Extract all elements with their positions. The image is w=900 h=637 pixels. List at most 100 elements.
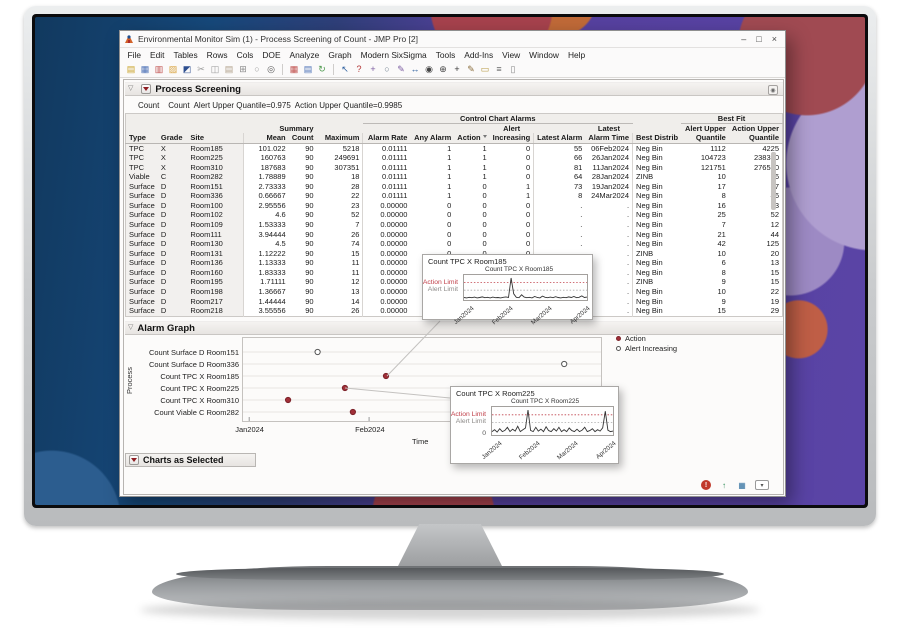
column-header-best-distrib[interactable]: Best Distrib bbox=[632, 133, 682, 144]
brush-tool-icon[interactable]: ✎ bbox=[397, 64, 405, 74]
table-cell: 42 bbox=[717, 239, 726, 249]
help-tool-icon[interactable]: ? bbox=[356, 64, 362, 74]
column-header-quantile[interactable]: Quantile bbox=[681, 133, 729, 144]
column-header-alarm-rate[interactable]: Alarm Rate bbox=[362, 133, 411, 144]
table-cell: Room131 bbox=[187, 248, 244, 259]
table-row[interactable]: Surface D Room109 1.53333 90 7 0.00000 0 0 0.. Neg… bbox=[125, 220, 783, 230]
data-table-indicator-icon[interactable]: ▦ bbox=[738, 480, 746, 490]
disclosure-triangle-icon[interactable]: ▽ bbox=[128, 324, 134, 331]
table-row[interactable]: Surface D Room111 3.94444 90 26 0.00000 0 0 0.. Ne… bbox=[125, 229, 783, 240]
cut-icon[interactable]: ✂ bbox=[197, 64, 205, 74]
scroll-to-top-icon[interactable]: ↑ bbox=[722, 480, 726, 490]
copy-icon[interactable]: ◫ bbox=[210, 64, 220, 74]
column-header-action[interactable]: Action bbox=[454, 133, 490, 144]
table-cell: Neg Bin bbox=[632, 229, 682, 240]
menu-item-cols[interactable]: Cols bbox=[236, 49, 254, 60]
menu-item-analyze[interactable]: Analyze bbox=[289, 49, 320, 60]
band-options-icon[interactable]: ◉ bbox=[768, 85, 778, 95]
new-script-icon[interactable]: ▥ bbox=[154, 64, 164, 74]
annotate-tool-icon[interactable]: ✎ bbox=[467, 64, 475, 74]
table-row[interactable]: Surface D Room151 2.73333 90 28 0.01111 1 0 1 73 19… bbox=[125, 181, 783, 192]
table-cell: Neg Bin bbox=[632, 220, 682, 230]
table-row[interactable]: Surface D Room336 0.66667 90 22 0.01111 1 0 1 8 24M… bbox=[125, 191, 783, 201]
column-header-count[interactable]: Count bbox=[288, 133, 317, 144]
minimize-button[interactable]: – bbox=[741, 34, 747, 44]
search-icon[interactable]: ◎ bbox=[267, 64, 275, 74]
shape-tool-icon[interactable]: ▯ bbox=[510, 64, 516, 74]
open-file-icon[interactable]: ▨ bbox=[168, 64, 178, 74]
save-icon[interactable]: ◩ bbox=[182, 64, 192, 74]
new-data-table-icon[interactable]: ▦ bbox=[140, 64, 150, 74]
column-header-maximum[interactable]: Maximum bbox=[316, 133, 363, 144]
table-cell: 44 bbox=[770, 229, 779, 239]
column-header-increasing[interactable]: Increasing bbox=[489, 133, 534, 144]
menu-item-edit[interactable]: Edit bbox=[150, 49, 165, 60]
menu-item-rows[interactable]: Rows bbox=[206, 49, 228, 60]
column-header-quantile[interactable]: Quantile bbox=[728, 133, 783, 144]
red-triangle-menu-icon[interactable] bbox=[129, 455, 139, 465]
disclosure-triangle-icon[interactable]: ▽ bbox=[128, 85, 134, 92]
data-table-icon[interactable]: ▦ bbox=[289, 64, 299, 74]
menu-item-tables[interactable]: Tables bbox=[173, 49, 198, 60]
menu-item-view[interactable]: View bbox=[502, 49, 521, 60]
table-row[interactable]: TPC X Room185 101.022 90 5218 0.01111 1 1 0 55 06Fe… bbox=[125, 143, 783, 154]
clear-icon[interactable]: ○ bbox=[254, 64, 260, 74]
paste-icon[interactable]: ▤ bbox=[224, 64, 234, 74]
table-cell: 15 bbox=[351, 248, 360, 258]
screening-table[interactable]: Control Chart Alarms Best Fit Summary Alert… bbox=[125, 113, 783, 317]
run-script-icon[interactable]: ⊞ bbox=[239, 64, 247, 74]
table-cell: 5218 bbox=[342, 143, 360, 153]
red-triangle-menu-icon[interactable] bbox=[141, 84, 152, 94]
window-list-icon[interactable]: ▾ bbox=[755, 480, 769, 490]
menu-item-tools[interactable]: Tools bbox=[435, 49, 456, 60]
table-cell: . bbox=[533, 239, 586, 249]
open-journal-icon[interactable]: ▤ bbox=[126, 64, 136, 74]
magnifier-tool-icon[interactable]: ◉ bbox=[425, 64, 433, 74]
table-cell: 249691 bbox=[334, 153, 360, 163]
column-header-alarm-time[interactable]: Alarm Time bbox=[585, 133, 633, 144]
table-cell: Neg Bin bbox=[632, 181, 682, 192]
column-header-any-alarm[interactable]: Any Alarm bbox=[410, 133, 455, 144]
menu-item-add-ins[interactable]: Add-Ins bbox=[464, 49, 494, 60]
close-button[interactable]: × bbox=[771, 34, 777, 44]
sticky-note-icon[interactable]: ▭ bbox=[480, 64, 490, 74]
table-cell: 18 bbox=[351, 172, 360, 182]
menu-item-window[interactable]: Window bbox=[529, 49, 559, 60]
table-row[interactable]: SurfaceDRoom1981.3666790130.00000000..Ne… bbox=[125, 286, 783, 297]
lines-tool-icon[interactable]: ≡ bbox=[496, 64, 502, 74]
table-cell: 22 bbox=[351, 191, 360, 201]
zoom-tool-icon[interactable]: ⊕ bbox=[439, 64, 447, 74]
column-header-site[interactable]: Site bbox=[187, 133, 244, 144]
refresh-icon[interactable]: ↻ bbox=[318, 64, 326, 74]
table-row[interactable]: Surface D Room100 2.95556 90 23 0.00000 0 0 0.. Ne… bbox=[125, 200, 783, 211]
control-chart-room225 bbox=[491, 409, 614, 433]
menu-item-file[interactable]: File bbox=[127, 49, 142, 60]
menu-item-graph[interactable]: Graph bbox=[328, 49, 352, 60]
x-tick-label: Jan2024 bbox=[480, 440, 504, 461]
scroller-tool-icon[interactable]: ↔ bbox=[410, 64, 420, 74]
column-header-latest-alarm[interactable]: Latest Alarm bbox=[533, 133, 586, 144]
table-row[interactable]: Viable C Room282 1.78889 90 18 0.01111 1 1 0 64 28J… bbox=[125, 172, 783, 182]
column-header-mean[interactable]: Mean bbox=[243, 133, 289, 144]
column-header-type[interactable]: Type bbox=[125, 133, 158, 144]
lasso-tool-icon[interactable]: ○ bbox=[384, 64, 390, 74]
graph-builder-icon[interactable]: ▤ bbox=[303, 64, 313, 74]
maximize-button[interactable]: □ bbox=[756, 34, 762, 44]
grabber-tool-icon[interactable]: + bbox=[454, 64, 460, 74]
charts-as-selected-header[interactable]: Charts as Selected bbox=[125, 453, 256, 467]
table-scrollbar-thumb[interactable] bbox=[771, 152, 776, 210]
menu-item-doe[interactable]: DOE bbox=[262, 49, 281, 60]
table-row[interactable]: TPC X Room225 160763 90 249691 0.01111 1 1 0 66 26J… bbox=[125, 153, 783, 163]
table-row[interactable]: Surface D Room130 4.5 90 74 0.00000 0 0 0.. Neg Bi… bbox=[125, 239, 783, 249]
table-row[interactable]: Surface D Room102 4.6 90 52 0.00000 0 0 0.. Neg Bi… bbox=[125, 210, 783, 220]
table-cell: . bbox=[626, 258, 630, 268]
arrow-tool-icon[interactable]: ↖ bbox=[341, 64, 349, 74]
column-header-grade[interactable]: Grade bbox=[157, 133, 188, 144]
menu-item-help[interactable]: Help bbox=[567, 49, 586, 60]
log-alert-indicator[interactable]: ! bbox=[701, 480, 711, 490]
table-row[interactable]: SurfaceDRoom1311.1222290150.00000000..ZI… bbox=[125, 248, 783, 259]
table-cell: 0 bbox=[447, 210, 452, 220]
table-row[interactable]: TPC X Room310 187683 90 307351 0.01111 1 1 0 81 11J… bbox=[125, 162, 783, 173]
menu-item-modern-sixsigma[interactable]: Modern SixSigma bbox=[360, 49, 427, 60]
crosshair-tool-icon[interactable]: + bbox=[370, 64, 376, 74]
